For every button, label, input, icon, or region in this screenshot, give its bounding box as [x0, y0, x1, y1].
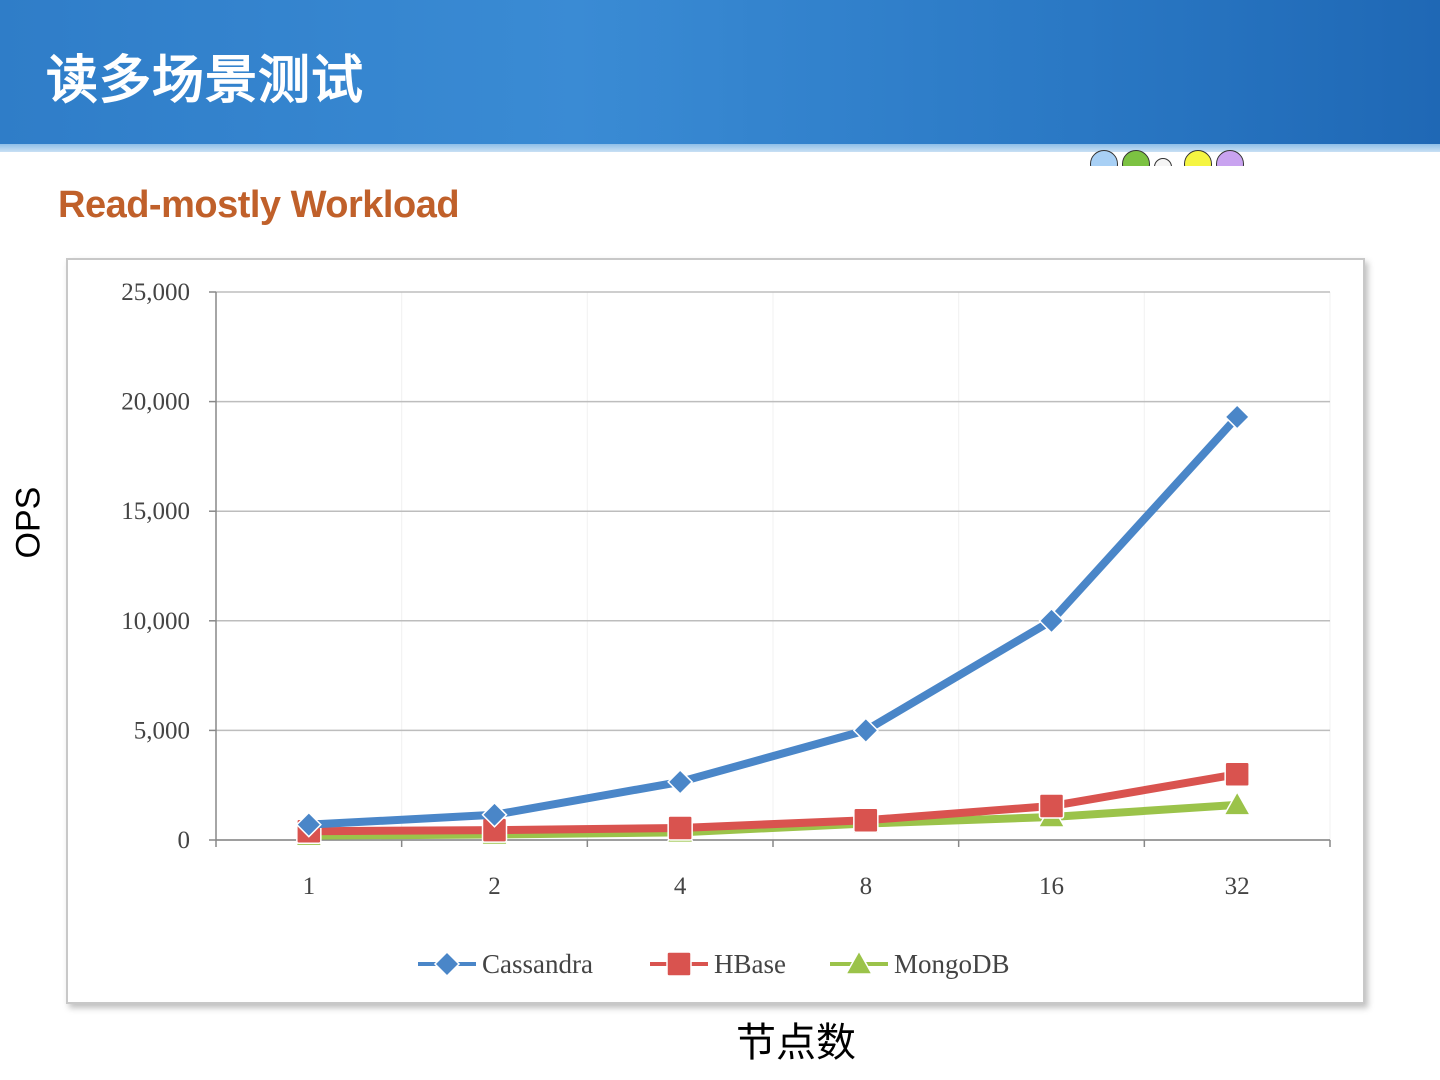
x-tick-label: 32 — [1225, 873, 1250, 900]
banner-divider — [0, 144, 1440, 152]
y-tick-label: 15,000 — [121, 498, 190, 525]
legend-marker-hbase — [666, 951, 692, 977]
decor-dot-5 — [1216, 150, 1244, 166]
y-tick-label: 20,000 — [121, 389, 190, 416]
chart-frame: 0 5,000 10,000 15,000 20,000 25,000 1 2 4 8 16 32 Ca… — [66, 258, 1365, 1004]
series-line-hbase — [304, 770, 1242, 836]
y-tick-label: 10,000 — [121, 608, 190, 635]
data-point-cassandra — [852, 717, 879, 744]
x-tick-label: 4 — [674, 873, 687, 900]
x-tick-label: 8 — [860, 873, 873, 900]
data-point-cassandra — [1038, 607, 1065, 634]
decorative-dots — [1088, 150, 1248, 166]
y-tick-label: 0 — [178, 827, 191, 854]
x-tick-label: 2 — [488, 873, 501, 900]
y-tick-label: 25,000 — [121, 279, 190, 306]
data-point-cassandra — [295, 811, 322, 838]
data-point-hbase — [1038, 793, 1065, 819]
x-tick-label: 1 — [303, 873, 316, 900]
data-point-hbase — [853, 807, 879, 834]
data-point-cassandra — [481, 801, 508, 828]
legend-label-cassandra: Cassandra — [482, 949, 593, 979]
y-axis-label: OPS — [9, 486, 48, 559]
decor-dot-2 — [1122, 150, 1150, 166]
x-tick-label: 16 — [1039, 873, 1064, 900]
y-tick-label: 5,000 — [134, 717, 190, 744]
data-point-hbase — [1224, 761, 1250, 787]
line-chart: 0 5,000 10,000 15,000 20,000 25,000 1 2 4 8 16 32 Ca… — [121, 279, 1331, 979]
series-line-cassandra — [304, 412, 1242, 829]
decor-dot-3 — [1154, 158, 1172, 166]
decor-dot-4 — [1184, 150, 1212, 166]
chart-title: Read-mostly Workload — [58, 184, 460, 226]
data-point-cassandra — [1224, 403, 1251, 431]
decor-dot-1 — [1090, 150, 1118, 166]
legend-label-mongodb: MongoDB — [894, 949, 1010, 979]
legend-marker-mongodb — [844, 949, 874, 975]
x-axis-label: 节点数 — [736, 1020, 856, 1066]
title-banner — [0, 0, 1440, 144]
data-point-hbase — [667, 815, 693, 841]
data-point-mongodb — [1222, 790, 1252, 816]
slide-title: 读多场景测试 — [46, 51, 365, 111]
legend-label-hbase: HBase — [714, 949, 786, 979]
legend-marker-cassandra — [433, 950, 461, 978]
data-point-cassandra — [667, 768, 694, 795]
